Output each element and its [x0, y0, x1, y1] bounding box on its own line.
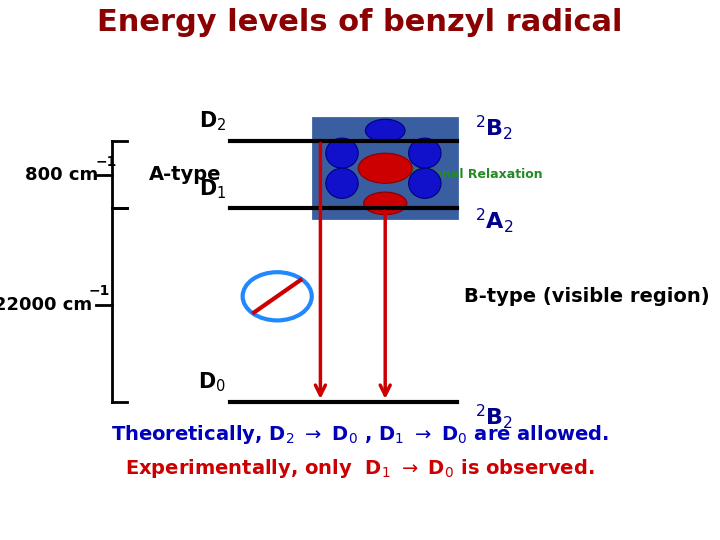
- Ellipse shape: [366, 119, 405, 142]
- Text: D$_1$: D$_1$: [199, 177, 226, 201]
- Text: Collisional Relaxation: Collisional Relaxation: [392, 168, 543, 181]
- Text: Laboratory of Molecular Spectroscopy & Nano Materials, Pusan National University: Laboratory of Molecular Spectroscopy & N…: [60, 516, 660, 529]
- Ellipse shape: [325, 168, 359, 198]
- Text: −1: −1: [95, 155, 117, 169]
- Text: A-type: A-type: [149, 165, 222, 184]
- Ellipse shape: [359, 153, 413, 183]
- Ellipse shape: [409, 138, 441, 168]
- Text: 800 cm: 800 cm: [24, 166, 98, 184]
- Text: D$_0$: D$_0$: [199, 370, 226, 394]
- Ellipse shape: [364, 192, 407, 215]
- Text: Theoretically, D$_2$ $\rightarrow$ D$_0$ , D$_1$ $\rightarrow$ D$_0$ are allowed: Theoretically, D$_2$ $\rightarrow$ D$_0$…: [111, 423, 609, 446]
- Text: B-type (visible region): B-type (visible region): [464, 287, 710, 306]
- FancyBboxPatch shape: [313, 118, 457, 219]
- Text: D$_2$: D$_2$: [199, 110, 226, 133]
- Text: $^2$B$_2$: $^2$B$_2$: [475, 402, 513, 431]
- Text: 22000 cm: 22000 cm: [0, 296, 92, 314]
- Text: Energy levels of benzyl radical: Energy levels of benzyl radical: [97, 8, 623, 37]
- Ellipse shape: [409, 168, 441, 198]
- Text: $^2$B$_2$: $^2$B$_2$: [475, 113, 513, 143]
- Ellipse shape: [325, 138, 359, 168]
- Text: $^2$A$_2$: $^2$A$_2$: [475, 207, 513, 235]
- Text: Experimentally, only  D$_1$ $\rightarrow$ D$_0$ is observed.: Experimentally, only D$_1$ $\rightarrow$…: [125, 456, 595, 480]
- Text: −1: −1: [89, 284, 110, 298]
